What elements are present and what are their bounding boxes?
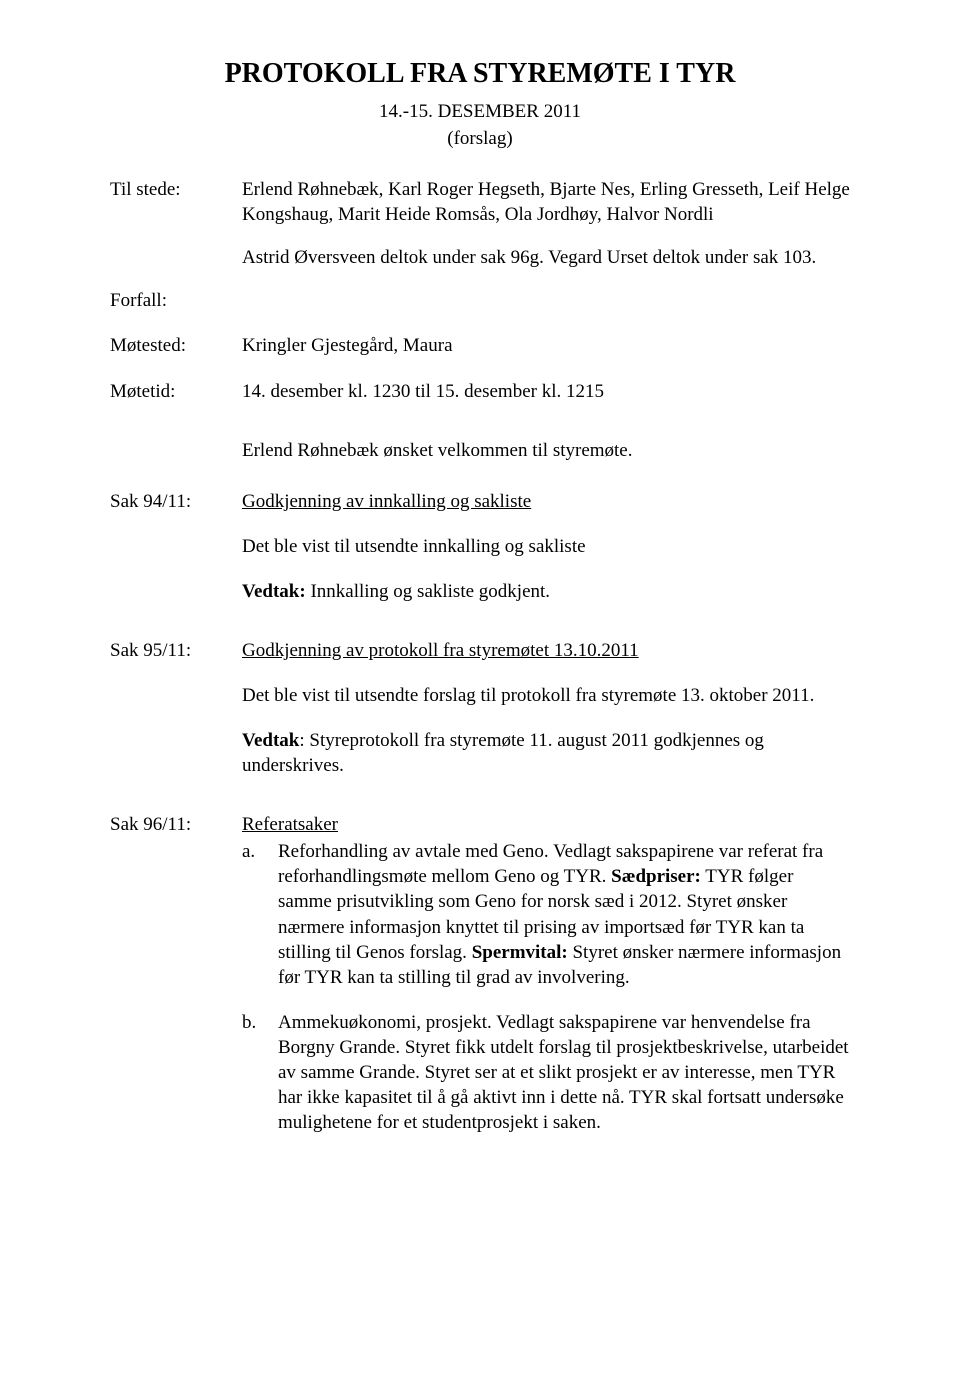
page-title: PROTOKOLL FRA STYREMØTE I TYR (110, 56, 850, 93)
sak-row: Sak 94/11: Godkjenning av innkalling og … (110, 489, 850, 604)
page-subtitle-date: 14.-15. DESEMBER 2011 (110, 99, 850, 124)
sak-96-a-bold1: Sædpriser: (611, 866, 701, 887)
sak-95-p1: Det ble vist til utsendte forslag til pr… (242, 683, 850, 708)
sak-96-label: Sak 96/11: (110, 812, 242, 837)
sak-94-vedtak-rest: Innkalling og sakliste godkjent. (306, 581, 550, 602)
forfall-label: Forfall: (110, 288, 242, 313)
sak-94-vedtak-label: Vedtak: (242, 581, 306, 602)
sak-96-b-marker: b. (242, 1010, 278, 1035)
sak-96-b-text: Ammekuøkonomi, prosjekt. Vedlagt sakspap… (278, 1010, 850, 1135)
til-stede-value: Erlend Røhnebæk, Karl Roger Hegseth, Bja… (242, 177, 850, 227)
intro-line: Erlend Røhnebæk ønsket velkommen til sty… (242, 438, 850, 463)
til-stede-row: Til stede: Erlend Røhnebæk, Karl Roger H… (110, 177, 850, 227)
meeting-metadata: Til stede: Erlend Røhnebæk, Karl Roger H… (110, 177, 850, 403)
til-stede-label: Til stede: (110, 177, 242, 202)
sak-96-item-a: a. Reforhandling av avtale med Geno. Ved… (242, 839, 850, 989)
document-page: PROTOKOLL FRA STYREMØTE I TYR 14.-15. DE… (0, 0, 960, 1385)
sak-96-block: Sak 96/11: Referatsaker a. Reforhandling… (110, 812, 850, 1135)
sak-94-block: Sak 94/11: Godkjenning av innkalling og … (110, 489, 850, 604)
sak-95-heading: Godkjenning av protokoll fra styremøtet … (242, 640, 639, 661)
motetid-value: 14. desember kl. 1230 til 15. desember k… (242, 379, 850, 404)
sak-95-block: Sak 95/11: Godkjenning av protokoll fra … (110, 638, 850, 778)
motested-label: Møtested: (110, 333, 242, 358)
sak-94-heading: Godkjenning av innkalling og sakliste (242, 491, 531, 512)
sak-96-a-marker: a. (242, 839, 278, 864)
sak-row: Sak 96/11: Referatsaker a. Reforhandling… (110, 812, 850, 1135)
sak-95-vedtak-label: Vedtak (242, 730, 299, 751)
sak-94-body: Godkjenning av innkalling og sakliste De… (242, 489, 850, 604)
motested-value: Kringler Gjestegård, Maura (242, 333, 850, 358)
astrid-line: Astrid Øversveen deltok under sak 96g. V… (242, 245, 850, 270)
sak-95-body: Godkjenning av protokoll fra styremøtet … (242, 638, 850, 778)
sak-95-label: Sak 95/11: (110, 638, 242, 663)
sak-95-vedtak-rest: : Styreprotokoll fra styremøte 11. augus… (242, 730, 764, 776)
sak-94-label: Sak 94/11: (110, 489, 242, 514)
sak-96-body: Referatsaker a. Reforhandling av avtale … (242, 812, 850, 1135)
page-subtitle-forslag: (forslag) (110, 126, 850, 151)
motested-row: Møtested: Kringler Gjestegård, Maura (110, 333, 850, 358)
sak-94-vedtak: Vedtak: Innkalling og sakliste godkjent. (242, 579, 850, 604)
sak-96-a-bold2: Spermvital: (472, 942, 568, 963)
sak-96-heading: Referatsaker (242, 814, 338, 835)
sak-96-a-text: Reforhandling av avtale med Geno. Vedlag… (278, 839, 850, 989)
sak-96-sublist: a. Reforhandling av avtale med Geno. Ved… (242, 839, 850, 1135)
sak-96-item-b: b. Ammekuøkonomi, prosjekt. Vedlagt saks… (242, 1010, 850, 1135)
sak-95-vedtak: Vedtak: Styreprotokoll fra styremøte 11.… (242, 728, 850, 778)
forfall-row: Forfall: (110, 288, 850, 313)
motetid-row: Møtetid: 14. desember kl. 1230 til 15. d… (110, 379, 850, 404)
motetid-label: Møtetid: (110, 379, 242, 404)
sak-94-p1: Det ble vist til utsendte innkalling og … (242, 534, 850, 559)
sak-row: Sak 95/11: Godkjenning av protokoll fra … (110, 638, 850, 778)
